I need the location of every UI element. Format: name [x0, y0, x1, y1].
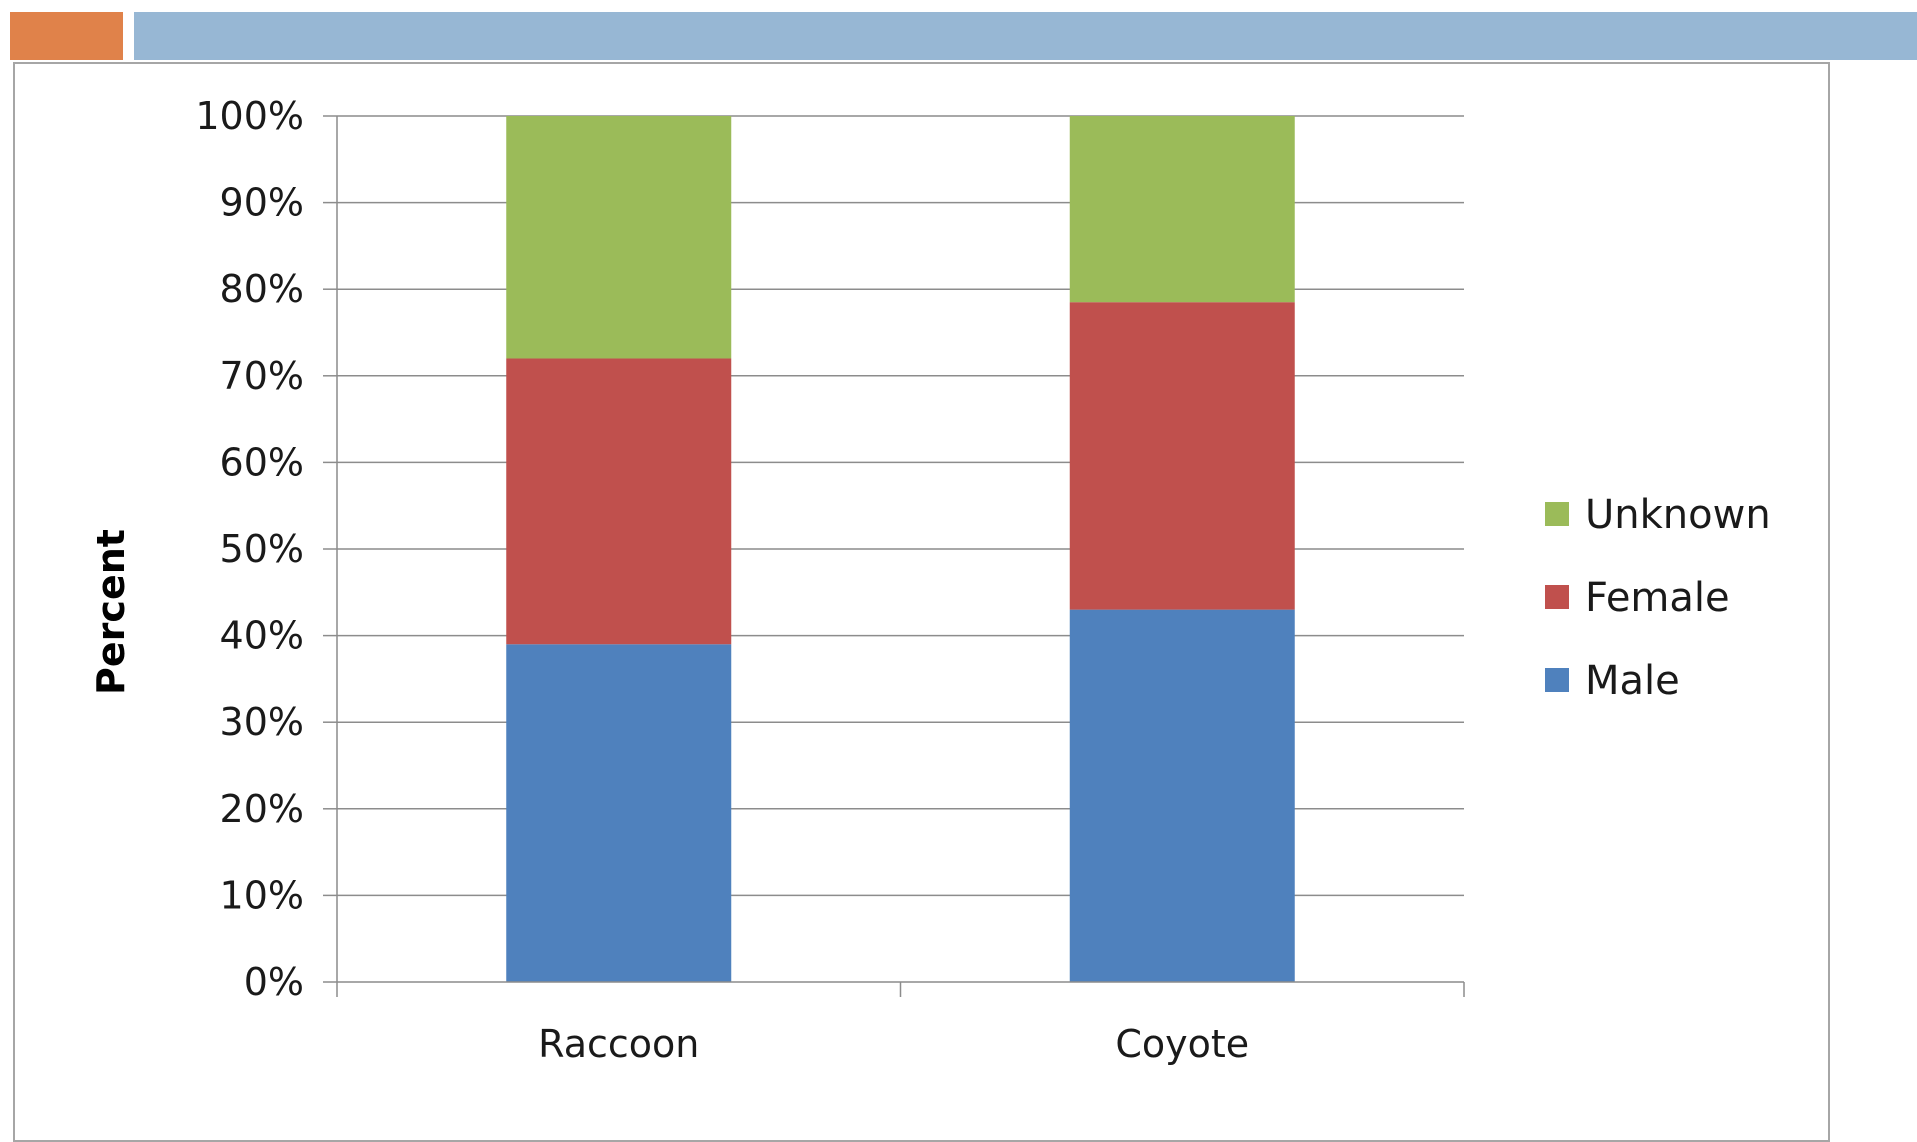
- y-tick-label: 50%: [220, 527, 304, 571]
- y-tick-label: 60%: [220, 440, 304, 484]
- stacked-bar-chart: 0% 10% 20% 30% 40% 50% 60% 70% 80% 90% 100% Raccoon…: [89, 94, 1771, 1066]
- x-category-label: Raccoon: [538, 1022, 699, 1066]
- bar-female-coyote: [1069, 302, 1295, 610]
- y-tick-label: 0%: [244, 960, 304, 1004]
- legend-swatch-female: [1545, 585, 1569, 609]
- legend: Unknown Female Male: [1545, 492, 1771, 704]
- legend-label-female: Female: [1585, 575, 1730, 621]
- legend-swatch-male: [1545, 668, 1569, 692]
- legend-swatch-unknown: [1545, 502, 1569, 526]
- y-tick-label: 70%: [220, 354, 304, 398]
- y-tick-label: 30%: [220, 700, 304, 744]
- bar-unknown-raccoon: [506, 116, 732, 359]
- x-category-label: Coyote: [1115, 1022, 1249, 1066]
- header-accent-tab: [10, 12, 123, 60]
- legend-label-male: Male: [1585, 658, 1680, 704]
- legend-label-unknown: Unknown: [1585, 492, 1771, 538]
- bar-male-coyote: [1069, 609, 1295, 982]
- bar-unknown-coyote: [1069, 116, 1295, 303]
- y-tick-label: 20%: [220, 787, 304, 831]
- bars: [506, 116, 1295, 982]
- y-tick-label: 80%: [220, 267, 304, 311]
- bar-female-raccoon: [506, 358, 732, 645]
- y-tick-label: 100%: [195, 94, 304, 138]
- y-tick-label: 90%: [220, 181, 304, 225]
- header-title-bar: [134, 12, 1917, 60]
- chart-frame: 0% 10% 20% 30% 40% 50% 60% 70% 80% 90% 100% Raccoon…: [13, 62, 1830, 1142]
- gridlines: [337, 115, 1464, 897]
- y-axis-label: Percent: [89, 529, 133, 695]
- bar-male-raccoon: [506, 644, 732, 982]
- y-tick-label: 10%: [220, 873, 304, 917]
- axes: 0% 10% 20% 30% 40% 50% 60% 70% 80% 90% 100% Raccoon…: [195, 94, 1465, 1066]
- y-tick-label: 40%: [220, 614, 304, 658]
